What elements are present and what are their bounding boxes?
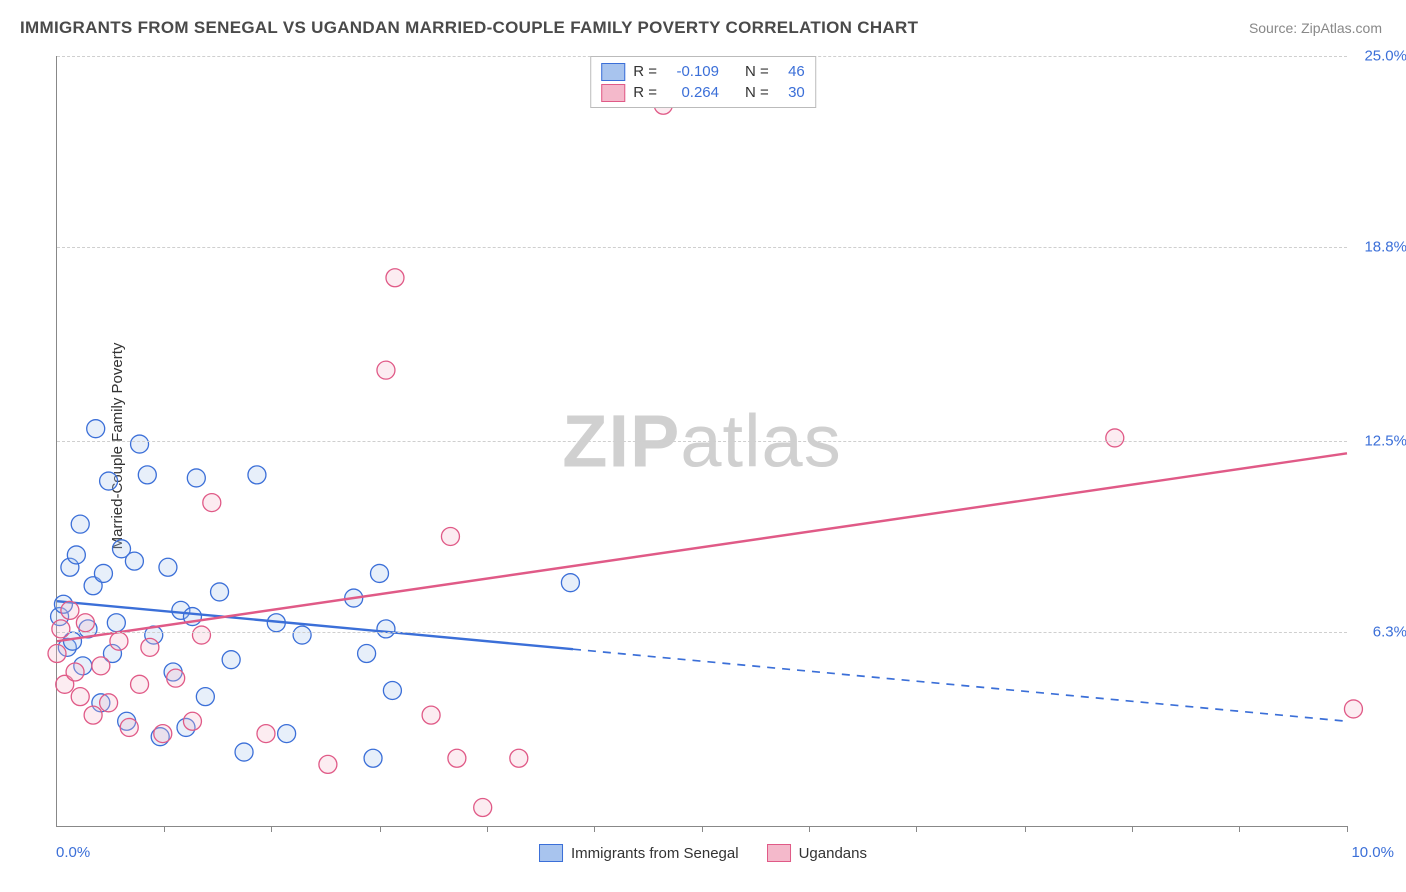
n-label: N = [745, 61, 769, 82]
y-tick-label: 12.5% [1352, 433, 1406, 450]
data-point [293, 626, 311, 644]
y-tick-label: 18.8% [1352, 238, 1406, 255]
data-point [358, 645, 376, 663]
data-point [71, 515, 89, 533]
data-point [422, 706, 440, 724]
x-tick [1239, 826, 1240, 832]
data-point [510, 749, 528, 767]
data-point [100, 472, 118, 490]
data-point [76, 614, 94, 632]
data-point [319, 755, 337, 773]
data-point [125, 552, 143, 570]
legend-stats: R = -0.109 N = 46 R = 0.264 N = 30 [590, 56, 816, 108]
data-point [100, 694, 118, 712]
legend-swatch [601, 63, 625, 81]
legend-swatch [539, 844, 563, 862]
data-point [48, 645, 66, 663]
data-point [278, 725, 296, 743]
legend-label: Ugandans [799, 845, 867, 862]
data-point [192, 626, 210, 644]
x-tick [702, 826, 703, 832]
r-value: 0.264 [665, 82, 719, 103]
data-point [377, 361, 395, 379]
chart-title: IMMIGRANTS FROM SENEGAL VS UGANDAN MARRI… [20, 18, 918, 38]
x-axis-min-label: 0.0% [56, 844, 90, 861]
y-tick-label: 25.0% [1352, 48, 1406, 65]
data-point [257, 725, 275, 743]
data-point [66, 663, 84, 681]
r-value: -0.109 [665, 61, 719, 82]
data-point [183, 712, 201, 730]
data-point [474, 799, 492, 817]
data-point [196, 688, 214, 706]
legend-swatch [767, 844, 791, 862]
plot-area: ZIPatlas 6.3%12.5%18.8%25.0% [56, 56, 1347, 827]
data-point [383, 681, 401, 699]
data-point [211, 583, 229, 601]
data-point [203, 494, 221, 512]
x-tick [594, 826, 595, 832]
data-point [364, 749, 382, 767]
data-point [441, 527, 459, 545]
n-label: N = [745, 82, 769, 103]
data-point [71, 688, 89, 706]
data-point [187, 469, 205, 487]
data-point [371, 564, 389, 582]
data-point [120, 718, 138, 736]
x-tick [164, 826, 165, 832]
legend-label: Immigrants from Senegal [571, 845, 739, 862]
gridline [57, 247, 1347, 248]
data-point [377, 620, 395, 638]
legend-item: Ugandans [767, 844, 867, 862]
data-point [84, 706, 102, 724]
data-point [235, 743, 253, 761]
data-point [131, 435, 149, 453]
data-point [141, 638, 159, 656]
data-point [87, 420, 105, 438]
r-label: R = [633, 61, 657, 82]
data-point [167, 669, 185, 687]
n-value: 46 [777, 61, 805, 82]
data-point [94, 564, 112, 582]
y-tick-label: 6.3% [1352, 623, 1406, 640]
data-point [386, 269, 404, 287]
data-point [448, 749, 466, 767]
source-attribution: Source: ZipAtlas.com [1249, 20, 1382, 36]
data-point [67, 546, 85, 564]
data-point [154, 725, 172, 743]
x-tick [271, 826, 272, 832]
data-point [561, 574, 579, 592]
legend-series: Immigrants from Senegal Ugandans [539, 844, 867, 862]
legend-swatch [601, 84, 625, 102]
x-tick [487, 826, 488, 832]
legend-item: Immigrants from Senegal [539, 844, 739, 862]
data-point [110, 632, 128, 650]
data-point [248, 466, 266, 484]
x-tick [1025, 826, 1026, 832]
data-point [52, 620, 70, 638]
data-point [138, 466, 156, 484]
data-point [92, 657, 110, 675]
gridline [57, 441, 1347, 442]
data-point [222, 651, 240, 669]
data-point [131, 675, 149, 693]
data-point [107, 614, 125, 632]
x-axis-max-label: 10.0% [1351, 844, 1394, 861]
x-tick [380, 826, 381, 832]
legend-stat-row: R = -0.109 N = 46 [601, 61, 805, 82]
legend-stat-row: R = 0.264 N = 30 [601, 82, 805, 103]
x-tick [809, 826, 810, 832]
x-tick [916, 826, 917, 832]
data-point [1344, 700, 1362, 718]
trend-line [57, 601, 573, 649]
trend-line-extrapolated [573, 649, 1347, 721]
r-label: R = [633, 82, 657, 103]
data-point [159, 558, 177, 576]
gridline [57, 632, 1347, 633]
n-value: 30 [777, 82, 805, 103]
data-point [1106, 429, 1124, 447]
x-tick [1132, 826, 1133, 832]
x-tick [1347, 826, 1348, 832]
data-point [61, 601, 79, 619]
